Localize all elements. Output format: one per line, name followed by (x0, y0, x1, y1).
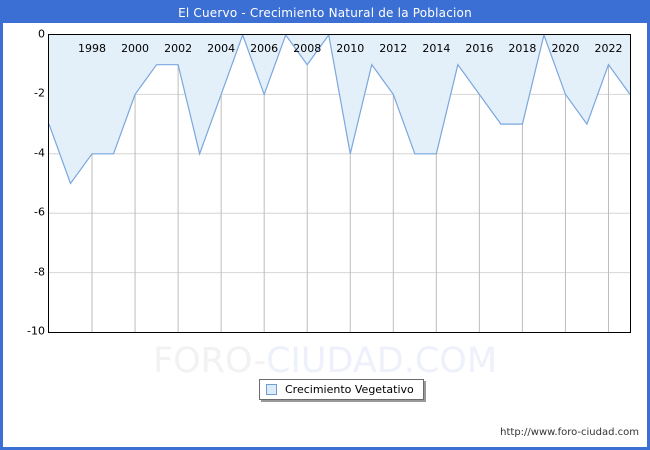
window-title: El Cuervo - Crecimiento Natural de la Po… (3, 3, 647, 23)
y-tick-label: -8 (34, 265, 45, 279)
y-tick-label: -4 (34, 146, 45, 160)
x-tick-label: 2014 (422, 42, 451, 55)
y-tick-label: -10 (27, 324, 45, 338)
plot-area: 1998 2000 2002 2004 2006 2008 2010 2012 2014 2016… (48, 34, 631, 333)
plot-inner (49, 35, 630, 332)
series-area-chart (49, 35, 630, 332)
x-tick-label: 2016 (465, 42, 494, 55)
footer-url: http://www.foro-ciudad.com (500, 427, 639, 438)
x-tick-label: 1998 (78, 42, 107, 55)
x-tick-label: 2000 (121, 42, 150, 55)
y-tick-label: -6 (34, 205, 45, 219)
legend-swatch-icon (266, 384, 277, 395)
y-axis: 0 -2 -4 -6 -8 -10 (3, 29, 45, 337)
chart-legend: Crecimiento Vegetativo (259, 379, 424, 400)
x-tick-label: 2008 (293, 42, 322, 55)
x-tick-label: 2022 (594, 42, 623, 55)
x-tick-label: 2010 (336, 42, 365, 55)
watermark-part2: CIUDAD.COM (266, 341, 498, 381)
legend-label: Crecimiento Vegetativo (285, 383, 414, 396)
x-tick-label: 2004 (207, 42, 236, 55)
y-tick-label: -2 (34, 86, 45, 100)
x-tick-label: 2012 (379, 42, 408, 55)
x-tick-label: 2018 (508, 42, 537, 55)
y-tick-label: 0 (38, 27, 45, 41)
x-tick-label: 2006 (250, 42, 279, 55)
watermark: FORO-CIUDAD.COM (3, 341, 647, 381)
x-tick-label: 2020 (551, 42, 580, 55)
chart-canvas: 0 -2 -4 -6 -8 -10 1998 2000 2002 2004 2006 2008 201… (3, 23, 647, 447)
x-tick-label: 2002 (164, 42, 193, 55)
watermark-part1: FORO- (152, 341, 267, 381)
